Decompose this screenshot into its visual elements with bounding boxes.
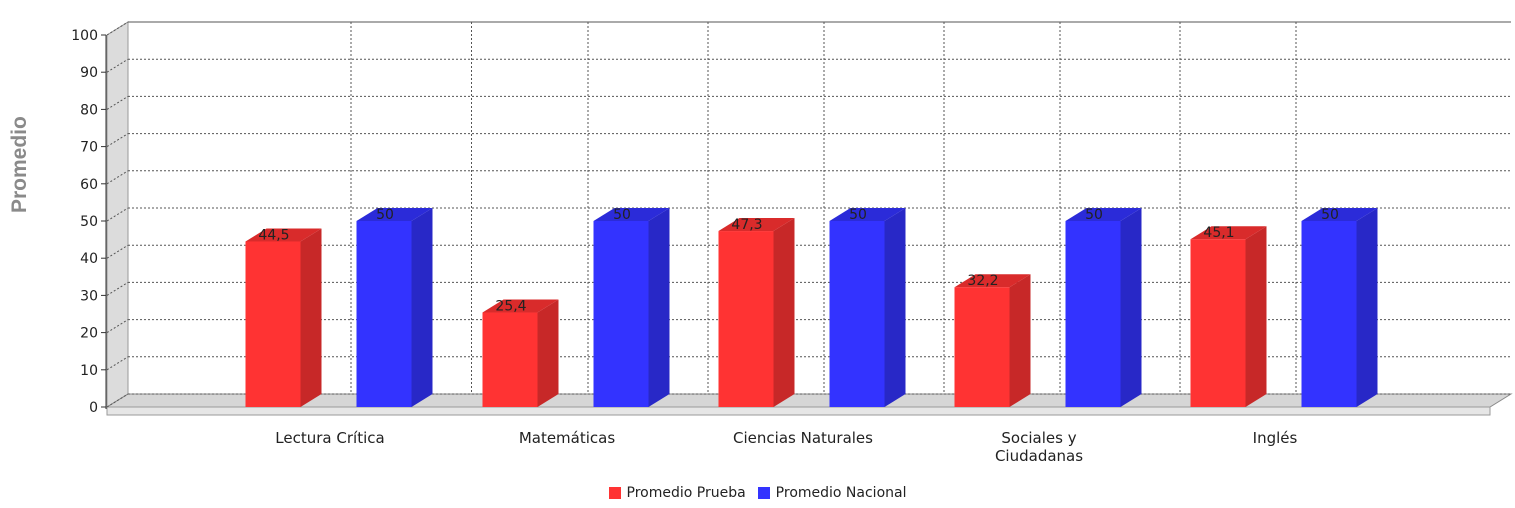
y-tick-label: 80 xyxy=(80,102,98,118)
bar-side xyxy=(1356,208,1378,407)
data-label: 45,1 xyxy=(1203,225,1234,241)
bar-top xyxy=(1301,208,1378,221)
bar-side xyxy=(773,218,795,407)
data-label: 25,4 xyxy=(495,299,526,315)
data-label: 47,3 xyxy=(731,217,762,233)
gridline-side xyxy=(106,244,129,259)
bar-top xyxy=(245,228,322,242)
y-tick-label: 100 xyxy=(71,28,98,44)
bar-front xyxy=(718,231,774,407)
x-category-label: Matemáticas xyxy=(519,429,616,447)
y-tick-label: 10 xyxy=(80,363,98,379)
bar-top xyxy=(356,208,433,221)
bar-top xyxy=(482,299,559,313)
bar-side xyxy=(300,228,322,407)
legend-label-nacional: Promedio Nacional xyxy=(775,485,907,501)
bar-0-4 xyxy=(1190,226,1267,407)
bar-0-1 xyxy=(482,299,559,407)
gridline-side xyxy=(106,319,129,334)
gridline-side xyxy=(106,207,129,222)
y-tick-label: 0 xyxy=(89,400,98,416)
bar-front xyxy=(593,221,649,407)
bar-side xyxy=(411,208,433,407)
x-category-label: Inglés xyxy=(1253,429,1298,447)
bar-front xyxy=(1190,239,1246,407)
bar-top xyxy=(829,208,906,221)
bar-0-2 xyxy=(718,218,795,407)
x-category-line: Matemáticas xyxy=(519,429,616,447)
bar-side xyxy=(1245,226,1267,407)
legend-label-prueba: Promedio Prueba xyxy=(626,485,746,501)
bar-top xyxy=(1065,208,1142,221)
bar-front xyxy=(954,287,1010,407)
bar-front xyxy=(829,221,885,407)
gridline-side xyxy=(106,356,129,371)
legend-item-nacional: Promedio Nacional xyxy=(757,485,907,501)
bar-1-0 xyxy=(356,208,433,407)
bar-1-4 xyxy=(1301,208,1378,407)
bar-front xyxy=(1065,221,1121,407)
gridline-side xyxy=(106,133,129,148)
bar-side xyxy=(648,208,670,407)
y-axis-title: Promedio xyxy=(8,116,31,214)
y-tick-label: 30 xyxy=(80,288,98,304)
bar-top xyxy=(593,208,670,221)
x-category-line: Sociales y xyxy=(1001,429,1076,447)
data-label: 50 xyxy=(376,207,394,223)
data-label: 50 xyxy=(613,207,631,223)
gridline-side xyxy=(106,170,129,185)
bar-top xyxy=(954,274,1031,288)
data-label: 44,5 xyxy=(258,227,289,243)
legend-swatch-prueba xyxy=(608,487,621,499)
x-category-line: Inglés xyxy=(1253,429,1298,447)
y-tick-label: 50 xyxy=(80,214,98,230)
bar-1-1 xyxy=(593,208,670,407)
legend-item-prueba: Promedio Prueba xyxy=(608,485,746,501)
x-category-label: Ciencias Naturales xyxy=(733,429,873,447)
y-tick-label: 40 xyxy=(80,251,98,267)
bar-side xyxy=(1009,274,1031,407)
bar-side xyxy=(1120,208,1142,407)
x-category-label: Sociales y Ciudadanas xyxy=(995,429,1083,465)
bar-front xyxy=(482,312,538,407)
bar-front xyxy=(1301,221,1357,407)
bar-front xyxy=(356,221,412,407)
y-tick-label: 70 xyxy=(80,140,98,156)
data-label: 50 xyxy=(1321,207,1339,223)
data-label: 50 xyxy=(849,207,867,223)
x-category-label: Lectura Crítica xyxy=(275,429,384,447)
bar-front xyxy=(245,241,301,407)
gridline-side xyxy=(106,393,129,408)
bar-0-0 xyxy=(245,228,322,407)
bar-top xyxy=(718,218,795,232)
bar-top xyxy=(1190,226,1267,240)
x-category-line: Lectura Crítica xyxy=(275,429,384,447)
y-tick-label: 90 xyxy=(80,65,98,81)
bar-side xyxy=(537,299,559,407)
data-label: 50 xyxy=(1085,207,1103,223)
x-category-line: Ciencias Naturales xyxy=(733,429,873,447)
y-tick-label: 20 xyxy=(80,326,98,342)
bar-1-2 xyxy=(829,208,906,407)
legend-swatch-nacional xyxy=(757,487,770,499)
x-category-line: Ciudadanas xyxy=(995,447,1083,465)
bar-1-3 xyxy=(1065,208,1142,407)
gridline-side xyxy=(106,95,129,110)
gridline-side xyxy=(106,21,129,36)
bar-0-3 xyxy=(954,274,1031,407)
legend: Promedio Prueba Promedio Nacional xyxy=(0,485,1515,501)
floor-edge xyxy=(106,406,1491,416)
y-tick-label: 60 xyxy=(80,177,98,193)
bar-side xyxy=(884,208,906,407)
data-label: 32,2 xyxy=(967,273,998,289)
gridline-side xyxy=(106,58,129,73)
gridline-side xyxy=(106,281,129,296)
